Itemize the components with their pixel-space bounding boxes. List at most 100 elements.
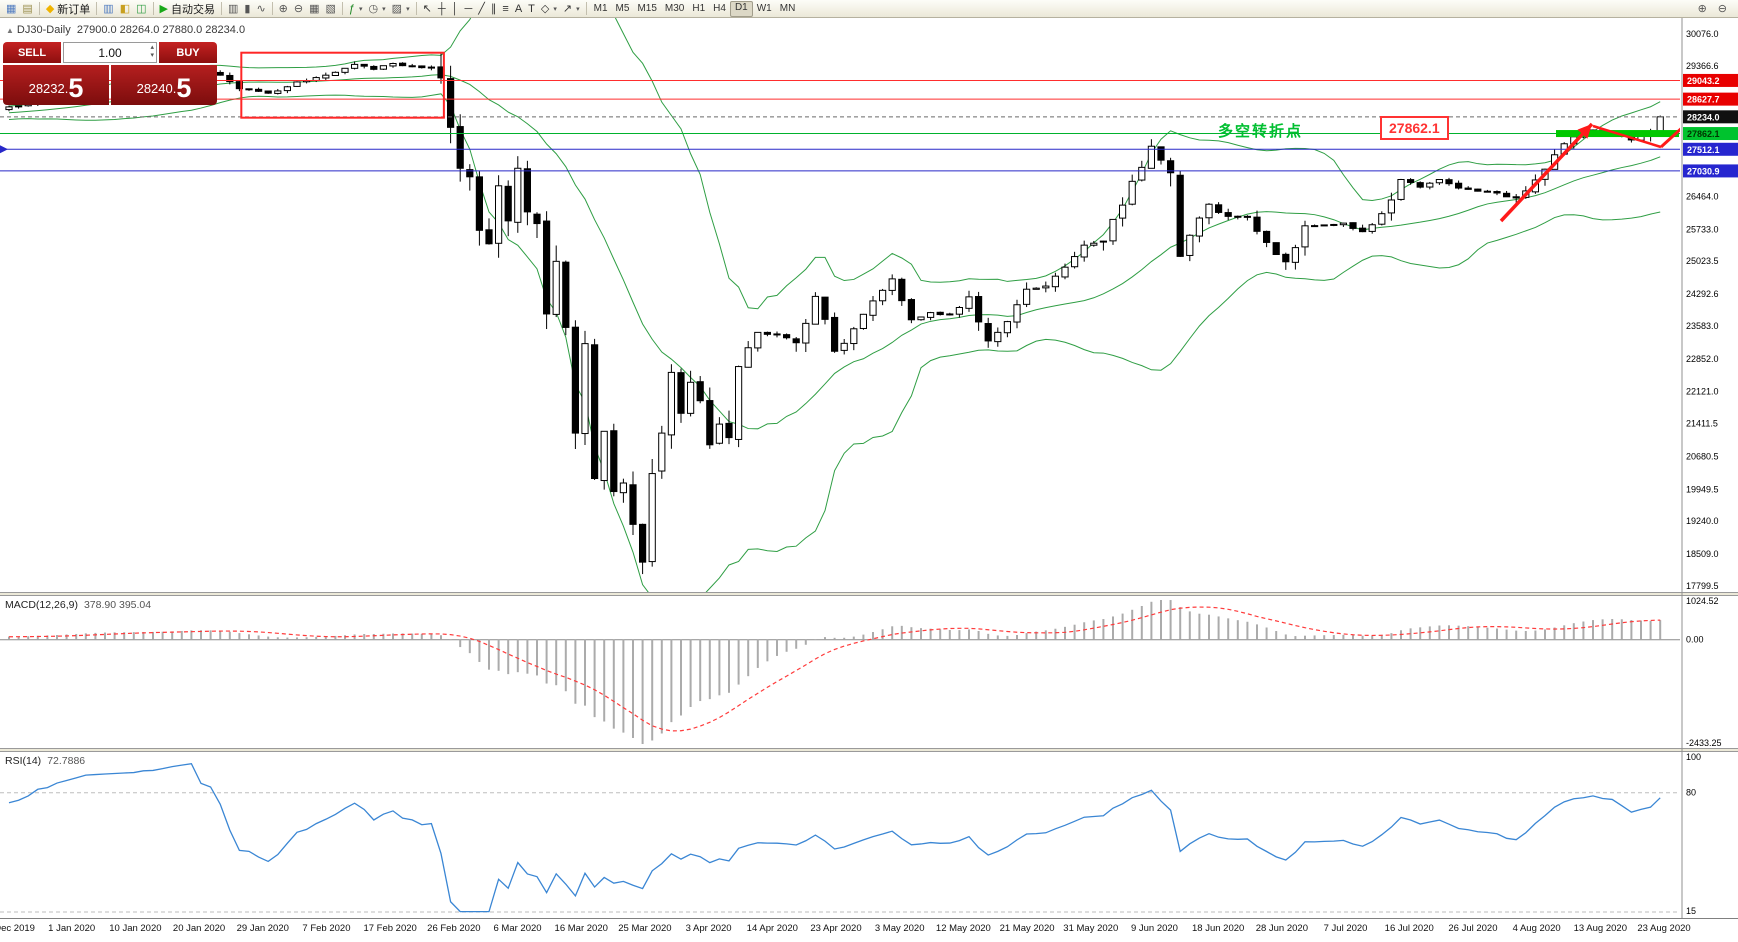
- date-tick-label: 20 Jan 2020: [173, 923, 225, 934]
- indicators-icon[interactable]: ƒ ▾: [346, 1, 366, 16]
- market-watch-icon: ▥: [103, 2, 114, 15]
- trend-arrow-head: [1577, 124, 1592, 139]
- date-tick-label: 21 May 2020: [1000, 923, 1055, 934]
- price-level-value: 27030.9: [1687, 166, 1720, 176]
- bar-chart-icon: ▥: [227, 2, 239, 15]
- sell-price[interactable]: 28232. 5: [3, 65, 109, 105]
- date-axis[interactable]: 23 Dec 2019 1 Jan 2020 10 Jan 2020 20 Jan 2…: [0, 923, 1691, 934]
- zoom-out-icon[interactable]: ⊖: [1715, 1, 1730, 16]
- auto-arrange-icon[interactable]: ▧: [323, 1, 339, 16]
- consolidation-rectangle[interactable]: [240, 51, 445, 119]
- line-chart-icon[interactable]: ∿: [253, 1, 268, 16]
- spin-down-icon[interactable]: ▾: [150, 52, 154, 59]
- collapse-icon[interactable]: ▲: [6, 26, 14, 35]
- autotrading-button[interactable]: ▶ 自动交易: [157, 1, 218, 16]
- price-level-badge: [1683, 164, 1738, 178]
- new-order-button[interactable]: ◆ 新订单: [43, 1, 93, 16]
- date-tick-label: 23 Apr 2020: [810, 923, 861, 934]
- trendline-icon: ╱: [478, 2, 485, 15]
- timeframe-d1[interactable]: D1: [729, 0, 753, 17]
- zoom-in-icon[interactable]: ⊕: [276, 1, 291, 16]
- timeframe-h1[interactable]: H1: [692, 2, 706, 14]
- price-level-value: 27862.1: [1687, 129, 1720, 139]
- zoom-out-icon[interactable]: ⊖: [291, 1, 306, 16]
- navigator-icon[interactable]: ◫: [133, 1, 149, 16]
- tile-windows-icon: ▦: [309, 2, 320, 15]
- market-watch-icon[interactable]: ▥: [100, 1, 116, 16]
- price-tick-label: 17799.5: [1686, 581, 1719, 591]
- toolbar-separator: [96, 2, 98, 15]
- candlestick-chart-icon: ▮: [244, 2, 251, 15]
- spin-up-icon[interactable]: ▴: [150, 44, 154, 51]
- crosshair-icon[interactable]: ┼: [435, 1, 449, 16]
- date-tick-label: 23 Dec 2019: [0, 923, 35, 934]
- tile-windows-icon[interactable]: ▦: [306, 1, 322, 16]
- trendline-icon[interactable]: ╱: [475, 1, 488, 16]
- chevron-down-icon: ▾: [359, 5, 363, 13]
- timeframe-h4[interactable]: H4: [713, 2, 726, 14]
- buy-price[interactable]: 28240. 5: [111, 65, 217, 105]
- shapes-icon[interactable]: ◇ ▾: [538, 1, 560, 16]
- macd-axis-zero: 0.00: [1686, 635, 1704, 645]
- arrows-icon[interactable]: ↗ ▾: [560, 1, 583, 16]
- price-level-value: 28627.7: [1687, 95, 1720, 105]
- price-level-badge: [1683, 127, 1738, 141]
- zoom-out-icon: ⊖: [1717, 2, 1727, 15]
- date-tick-label: 7 Jul 2020: [1324, 923, 1368, 934]
- cursor-icon[interactable]: ↖: [420, 1, 435, 16]
- trend-arrow[interactable]: [1499, 122, 1594, 223]
- panel-divider[interactable]: [0, 592, 1738, 596]
- timeframe-w1[interactable]: W1: [756, 2, 772, 14]
- timeframe-m30[interactable]: M30: [664, 2, 685, 14]
- sell-price-main: 28232.: [28, 81, 69, 96]
- new-chart-icon[interactable]: ▦: [3, 1, 19, 16]
- pullback-trendline[interactable]: [1592, 124, 1662, 149]
- bar-chart-icon[interactable]: ▥: [225, 1, 241, 16]
- date-tick-label: 4 Aug 2020: [1513, 923, 1561, 934]
- channel-icon[interactable]: ∥: [488, 1, 500, 16]
- timeframe-m5[interactable]: M5: [615, 2, 630, 14]
- fibonacci-icon[interactable]: ≡: [499, 1, 511, 16]
- label-icon[interactable]: T: [525, 1, 538, 16]
- candlestick-chart-icon[interactable]: ▮: [241, 1, 253, 16]
- trend-arrow[interactable]: [1659, 105, 1707, 149]
- chevron-down-icon: ▾: [406, 5, 410, 13]
- volume-input[interactable]: 1.00 ▴ ▾: [63, 42, 157, 63]
- timeframe-m15[interactable]: M15: [637, 2, 657, 14]
- horizontal-line-icon[interactable]: ─: [461, 1, 475, 16]
- toolbar-separator: [152, 2, 154, 15]
- toolbar-groups: ▦ ▤ ◆ 新订单 ▥ ◧ ◫ ▶ 自动交易 ▥ ▮ ∿ ⊕ ⊖ ▦ ▧ ƒ ▾ ◷ ▾ ▨ ▾ ↖ ┼ │ ─ ╱ ∥ ≡ A T ◇ ▾ ↗ ▾…: [3, 0, 799, 17]
- rsi-indicator-label: RSI(14) 72.7886: [5, 755, 85, 767]
- rsi-value: 72.7886: [47, 755, 86, 767]
- toolbar-separator: [220, 2, 222, 15]
- price-tick-label: 30076.0: [1686, 29, 1719, 39]
- templates-icon[interactable]: ▨ ▾: [389, 1, 413, 16]
- timeframe-mn[interactable]: MN: [779, 2, 796, 14]
- turning-point-price-tag: 27862.1: [1380, 116, 1449, 140]
- volume-spinner[interactable]: ▴ ▾: [150, 44, 154, 60]
- data-window-icon[interactable]: ◧: [117, 1, 133, 16]
- text-icon[interactable]: A: [512, 1, 525, 16]
- chart-profiles-icon: ▤: [22, 2, 33, 15]
- toolbar-separator: [38, 2, 40, 15]
- vertical-line-icon[interactable]: │: [449, 1, 462, 16]
- date-tick-label: 10 Jan 2020: [109, 923, 161, 934]
- sell-button[interactable]: SELL: [3, 42, 61, 63]
- date-tick-label: 6 Mar 2020: [494, 923, 542, 934]
- periods-icon[interactable]: ◷ ▾: [366, 1, 389, 16]
- zoom-in-icon[interactable]: ⊕: [1695, 1, 1710, 16]
- vertical-line-icon: │: [451, 2, 459, 15]
- date-tick-label: 25 Mar 2020: [618, 923, 671, 934]
- price-tick-label: 22121.0: [1686, 387, 1719, 397]
- chart-background: [0, 18, 1738, 942]
- buy-button[interactable]: BUY: [159, 42, 217, 63]
- panel-divider[interactable]: [0, 748, 1738, 752]
- chart-profiles-icon[interactable]: ▤: [19, 1, 35, 16]
- date-tick-label: 29 Jan 2020: [237, 923, 289, 934]
- rsi-axis-80: 80: [1686, 788, 1696, 798]
- line-chart-icon: ∿: [256, 2, 266, 15]
- arrows-icon: ↗: [562, 2, 573, 15]
- date-tick-label: 28 Jun 2020: [1256, 923, 1308, 934]
- timeframe-m1[interactable]: M1: [593, 2, 608, 14]
